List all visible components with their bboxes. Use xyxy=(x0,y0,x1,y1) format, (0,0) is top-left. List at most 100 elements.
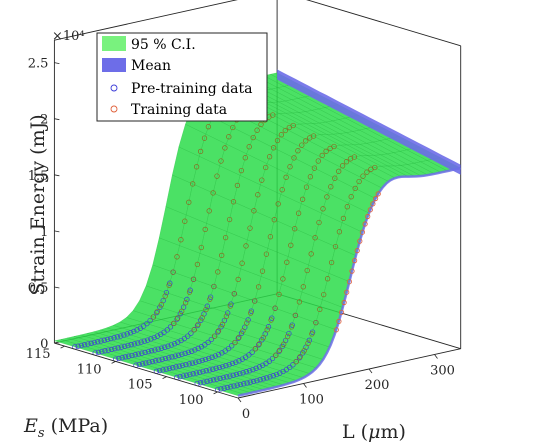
pretraining-point xyxy=(91,339,98,346)
training-point xyxy=(352,185,358,192)
pretraining-point xyxy=(139,361,146,367)
training-point xyxy=(270,145,277,151)
training-point xyxy=(175,315,181,321)
training-point xyxy=(272,305,278,311)
training-point xyxy=(367,207,373,213)
z-tick-label: 1 xyxy=(40,225,48,240)
training-point xyxy=(288,242,294,248)
training-point xyxy=(246,144,252,150)
pretraining-point xyxy=(162,344,168,350)
pretraining-point xyxy=(104,336,111,343)
pretraining-point xyxy=(199,357,205,364)
pretraining-point xyxy=(206,367,213,373)
training-point xyxy=(351,257,358,264)
training-point xyxy=(193,164,200,170)
training-point xyxy=(321,291,327,298)
pretraining-point xyxy=(290,362,296,368)
training-point xyxy=(278,132,285,138)
training-point xyxy=(171,320,177,327)
pretraining-point xyxy=(277,370,283,376)
pretraining-point xyxy=(131,328,137,335)
training-point xyxy=(287,164,293,170)
training-point xyxy=(283,174,289,180)
pretraining-point xyxy=(256,364,263,370)
pretraining-point xyxy=(98,338,104,344)
training-point xyxy=(313,319,319,326)
legend: 95 % C.I. Mean Pre-training data Trainin… xyxy=(96,32,268,122)
pretraining-point xyxy=(144,337,151,343)
training-point xyxy=(251,208,257,214)
pretraining-point xyxy=(212,353,218,359)
training-point xyxy=(162,293,168,299)
pretraining-point xyxy=(173,364,179,370)
training-point xyxy=(267,234,274,240)
back-top-edge xyxy=(54,0,238,41)
y-tick-mark xyxy=(162,376,167,380)
y-axis-label: Es (MPa) xyxy=(23,415,108,441)
pretraining-point xyxy=(157,304,163,310)
training-point xyxy=(279,187,285,193)
pretraining-point xyxy=(183,372,190,378)
training-point xyxy=(244,320,250,326)
y-axis-line xyxy=(54,342,239,399)
pretraining-point xyxy=(197,380,204,386)
pretraining-point xyxy=(136,361,142,368)
z-tick-mark xyxy=(54,118,60,121)
pretraining-point xyxy=(229,360,236,367)
pretraining-point xyxy=(119,355,125,361)
pretraining-point xyxy=(128,342,134,348)
pretraining-point xyxy=(166,355,172,361)
pretraining-point xyxy=(220,374,227,381)
pretraining-point xyxy=(135,351,142,357)
pretraining-point xyxy=(205,339,211,346)
training-point xyxy=(303,184,310,190)
training-point xyxy=(203,306,209,313)
pretraining-point xyxy=(122,343,128,349)
pretraining-point xyxy=(245,317,251,323)
training-point xyxy=(226,134,232,140)
pretraining-point xyxy=(260,376,267,382)
training-point xyxy=(292,226,298,232)
training-point xyxy=(328,259,335,266)
pretraining-point xyxy=(175,339,181,345)
training-point xyxy=(303,138,309,144)
pretraining-point xyxy=(215,329,221,335)
pretraining-point xyxy=(225,345,232,352)
y-tick-mark xyxy=(213,391,218,395)
training-point xyxy=(293,358,299,365)
pretraining-point xyxy=(152,347,158,353)
training-point xyxy=(247,225,253,231)
training-point xyxy=(316,219,322,226)
pretraining-point xyxy=(236,358,242,364)
training-point xyxy=(211,333,218,339)
pretraining-point xyxy=(140,323,147,329)
pretraining-point xyxy=(286,330,292,337)
pretraining-point xyxy=(95,339,101,345)
pretraining-point xyxy=(152,358,159,364)
pretraining-point xyxy=(226,361,232,368)
pretraining-point xyxy=(210,377,217,383)
pretraining-point xyxy=(210,366,216,372)
training-point xyxy=(336,318,342,324)
pretraining-point xyxy=(155,346,161,352)
pretraining-point xyxy=(244,380,250,386)
z-tick-mark xyxy=(54,62,60,64)
training-point xyxy=(300,284,306,290)
pretraining-point xyxy=(257,377,263,383)
training-point xyxy=(359,229,365,235)
pretraining-point xyxy=(141,338,147,344)
training-point xyxy=(365,213,371,220)
pretraining-point xyxy=(132,352,138,358)
training-point xyxy=(310,133,317,139)
pretraining-point xyxy=(186,361,192,367)
pretraining-point xyxy=(116,355,122,362)
y-tick-label: 100 xyxy=(179,393,204,408)
pretraining-point xyxy=(171,341,178,347)
pretraining-point xyxy=(118,344,125,350)
training-point xyxy=(260,334,266,341)
pretraining-point xyxy=(196,358,202,365)
training-point xyxy=(309,331,315,337)
training-point xyxy=(255,192,261,198)
pretraining-point xyxy=(267,374,273,380)
pretraining-point xyxy=(163,366,169,372)
